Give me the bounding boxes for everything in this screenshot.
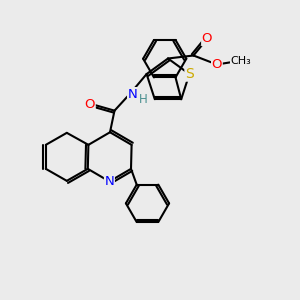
Text: H: H: [139, 93, 148, 106]
Text: S: S: [185, 67, 194, 81]
Text: CH₃: CH₃: [230, 56, 251, 67]
Text: O: O: [85, 98, 95, 111]
Text: N: N: [128, 88, 137, 100]
Text: O: O: [202, 32, 212, 46]
Text: N: N: [104, 175, 114, 188]
Text: O: O: [212, 58, 222, 71]
